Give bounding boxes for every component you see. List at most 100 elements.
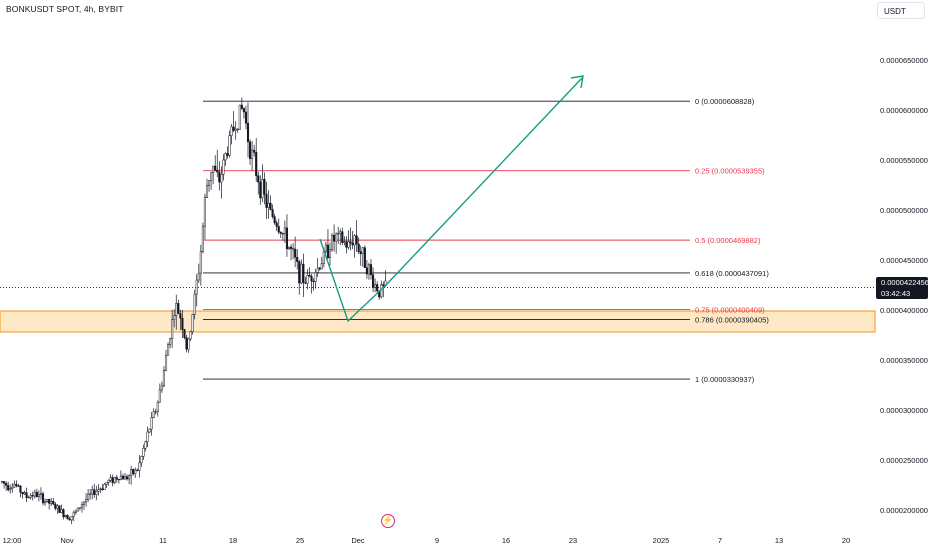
candle-body — [138, 462, 141, 471]
candle-body — [162, 370, 165, 387]
candle-body — [281, 233, 284, 235]
candle-body — [46, 499, 49, 502]
candle-body — [312, 280, 315, 282]
candle-body — [246, 122, 250, 143]
candle-body — [339, 231, 342, 234]
candle-body — [230, 126, 233, 136]
candle-body — [304, 282, 307, 284]
candle-body — [308, 275, 311, 277]
candle-body — [119, 475, 122, 480]
candle-body — [302, 263, 305, 283]
candle-body — [39, 493, 43, 495]
candle-body — [17, 485, 20, 487]
candle-body — [357, 243, 360, 252]
candle-body — [173, 315, 176, 320]
candle-body — [60, 509, 63, 513]
candle-body — [68, 518, 71, 521]
time-tick-label: 2025 — [653, 536, 670, 545]
candle-body — [9, 488, 12, 491]
candle-body — [97, 489, 100, 492]
candle-body — [361, 247, 364, 254]
candle-body — [238, 104, 241, 130]
candles — [0, 97, 387, 525]
time-tick-label: 12:00 — [3, 536, 22, 545]
time-tick-label: 23 — [569, 536, 577, 545]
currency-button[interactable]: USDT — [877, 2, 925, 19]
candle-body — [25, 492, 28, 498]
candle-body — [240, 104, 243, 109]
candle-body — [29, 495, 32, 498]
candle-body — [212, 165, 215, 174]
price-tick-label: 0.0000350000 — [880, 356, 928, 365]
candle-body — [232, 126, 235, 131]
price-tick-label: 0.0000200000 — [880, 506, 928, 515]
candle-body — [21, 492, 24, 495]
candle-body — [205, 185, 209, 198]
arrow-path — [319, 77, 583, 323]
candle-body — [11, 486, 14, 489]
candle-body — [331, 234, 334, 250]
candle-body — [285, 227, 288, 250]
candle-body — [234, 128, 237, 131]
candle-body — [62, 509, 65, 518]
candle-body — [290, 246, 293, 249]
candle-body — [175, 303, 178, 316]
candle-body — [218, 171, 221, 183]
candle-body — [101, 488, 104, 490]
candle-body — [298, 261, 301, 284]
candle-body — [341, 231, 344, 243]
candle-body — [271, 209, 274, 217]
candle-body — [216, 169, 219, 173]
candle-body — [279, 231, 282, 234]
candle-body — [50, 501, 53, 504]
candle-body — [48, 499, 51, 504]
fibonacci-retracement[interactable]: 0 (0.0000608828) 0.25 (0.0000539355) 0.5 (… — [203, 97, 769, 384]
lightning-bolt-icon[interactable]: ⚡ — [381, 514, 395, 528]
candle-body — [140, 456, 143, 464]
candle-body — [144, 441, 147, 449]
candle-body — [179, 313, 182, 319]
candle-body — [203, 197, 206, 227]
candle-body — [23, 492, 26, 495]
fib-label: 0 (0.0000608828) — [695, 97, 755, 106]
candle-body — [310, 275, 313, 282]
candle-body — [185, 337, 188, 350]
candle-body — [296, 257, 299, 262]
candle-body — [269, 202, 272, 210]
candle-body — [93, 489, 96, 495]
candle-body — [72, 512, 75, 517]
candle-body — [349, 241, 352, 244]
candle-body — [351, 242, 354, 246]
price-axis[interactable]: 0.0000650000 0.0000600000 0.0000550000 0.00… — [880, 56, 928, 515]
candle-body — [7, 485, 10, 491]
candle-body — [105, 482, 108, 485]
candle-body — [117, 479, 120, 481]
projection-arrow[interactable] — [319, 75, 584, 323]
candle-body — [132, 469, 135, 475]
time-tick-label: 7 — [718, 536, 722, 545]
candle-body — [158, 389, 161, 403]
candle-body — [300, 263, 303, 284]
candle-body — [37, 494, 40, 498]
time-axis[interactable]: 12:00 Nov 11 18 25 Dec 9 16 23 2025 7 13 20 — [3, 536, 851, 545]
candle-body — [365, 267, 368, 275]
candle-body — [3, 481, 6, 484]
candle-body — [355, 235, 358, 245]
candle-body — [109, 477, 112, 481]
candle-body — [41, 493, 45, 504]
candle-body — [363, 247, 366, 269]
fib-label: 0.25 (0.0000539355) — [695, 167, 765, 176]
fib-label: 0.786 (0.0000390405) — [695, 316, 769, 325]
candle-body — [95, 490, 98, 495]
candle-body — [189, 331, 192, 340]
candle-body — [146, 431, 149, 442]
candle-body — [242, 108, 245, 113]
candle-body — [287, 246, 291, 250]
candle-body — [169, 338, 172, 345]
candle-body — [236, 128, 239, 130]
candle-body — [335, 233, 338, 242]
candle-body — [19, 485, 22, 493]
candle-body — [326, 244, 329, 258]
candle-body — [115, 477, 118, 480]
